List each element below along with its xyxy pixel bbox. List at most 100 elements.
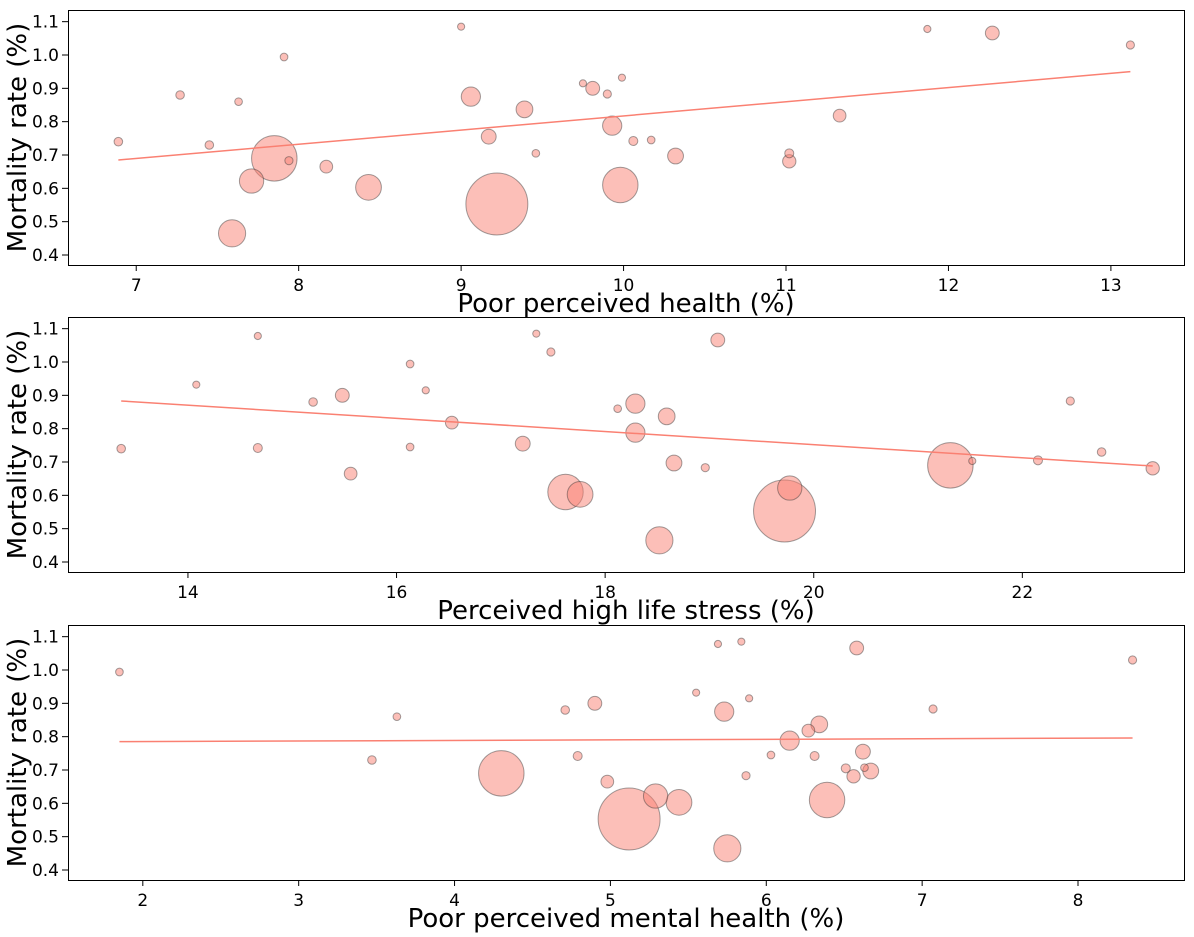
data-point [801,723,816,738]
data-point [355,173,382,201]
data-point [334,387,350,403]
data-point [808,781,846,819]
data-point [846,769,861,784]
data-point [116,443,126,454]
x-tick-label: 13 [1100,276,1122,296]
data-point [710,332,726,348]
y-tick-label: 0.7 [32,453,59,473]
x-tick-label: 4 [449,891,460,911]
data-point [531,148,541,158]
data-point [465,172,529,236]
data-point [928,704,938,714]
data-point [832,108,847,123]
x-tick-label: 5 [605,891,616,911]
data-point [175,90,185,100]
data-point [602,89,612,99]
data-point [343,466,358,481]
data-point [737,637,746,646]
y-tick-label: 0.4 [32,553,59,573]
x-tick-label: 22 [1012,583,1034,603]
y-tick-label: 0.8 [32,420,59,440]
y-tick-label: 1.1 [32,13,59,33]
data-point [600,774,615,789]
data-point [645,526,674,555]
data-point [578,79,588,88]
data-point [602,115,623,136]
data-point [234,97,243,107]
x-tick-label: 7 [917,891,928,911]
axes-frame [68,625,1185,881]
data-point [741,771,751,781]
data-point [1065,396,1075,406]
data-point [714,701,735,722]
x-tick-label: 7 [131,276,142,296]
data-point [585,80,601,96]
axes-frame [68,317,1185,573]
data-point [587,695,603,711]
data-point [602,166,639,204]
x-tick-label: 16 [386,583,408,603]
data-point [566,480,594,508]
y-tick-label: 0.6 [32,486,59,506]
data-point [478,750,525,797]
data-point [421,386,430,395]
data-point [1145,461,1160,476]
y-tick-label: 1.1 [32,320,59,340]
data-point [460,86,481,107]
data-point [840,763,851,774]
data-point [984,25,1000,41]
data-point [700,463,710,473]
data-point [665,454,683,472]
data-point [777,475,803,501]
data-point [642,783,669,809]
x-tick-label: 11 [775,276,797,296]
data-point [238,168,265,194]
x-tick-label: 9 [456,276,467,296]
data-point [779,730,800,751]
data-point [217,219,247,248]
data-point [784,148,795,159]
data-point [192,380,201,389]
data-point [628,135,639,147]
x-tick-label: 12 [938,276,960,296]
data-point [617,73,627,82]
y-tick-label: 0.5 [32,520,59,540]
x-tick-label: 10 [613,276,635,296]
bubble-layer [115,637,1138,863]
y-tick-label: 0.7 [32,761,59,781]
data-point [279,52,289,62]
data-point [968,456,977,466]
x-axis-label: Perceived high life stress (%) [437,596,815,626]
data-point [646,135,656,145]
x-tick-label: 8 [293,276,304,296]
data-point [308,397,318,407]
data-point [625,393,646,414]
scatter-panel-poor-perceived-mental-health: 2 3 4 5 6 7 8 0.4 0.5 0.6 0.7 0.8 0.9 1.0 1.1 Poor perc… [3,625,1185,934]
y-tick-label: 0.5 [32,828,59,848]
data-point [546,347,556,357]
data-point [457,22,466,31]
trend-line [119,737,1133,743]
data-point [810,715,829,734]
axes-frame [68,10,1185,266]
y-tick-label: 0.5 [32,213,59,233]
data-point [113,136,124,147]
data-point [1127,655,1138,665]
data-point [572,750,583,762]
data-point [319,159,334,174]
trend-line [121,400,1153,467]
x-tick-label: 6 [761,891,772,911]
y-tick-label: 0.9 [32,694,59,714]
data-point [560,705,571,715]
data-point [405,359,415,369]
y-tick-label: 1.0 [32,353,59,373]
data-point [252,442,263,454]
data-point [597,787,661,851]
y-tick-label: 0.6 [32,794,59,814]
y-tick-label: 0.7 [32,146,59,166]
data-point [923,24,932,34]
data-point [713,834,742,863]
data-point [766,750,776,760]
y-tick-label: 0.4 [32,246,59,266]
trend-line [118,70,1131,161]
